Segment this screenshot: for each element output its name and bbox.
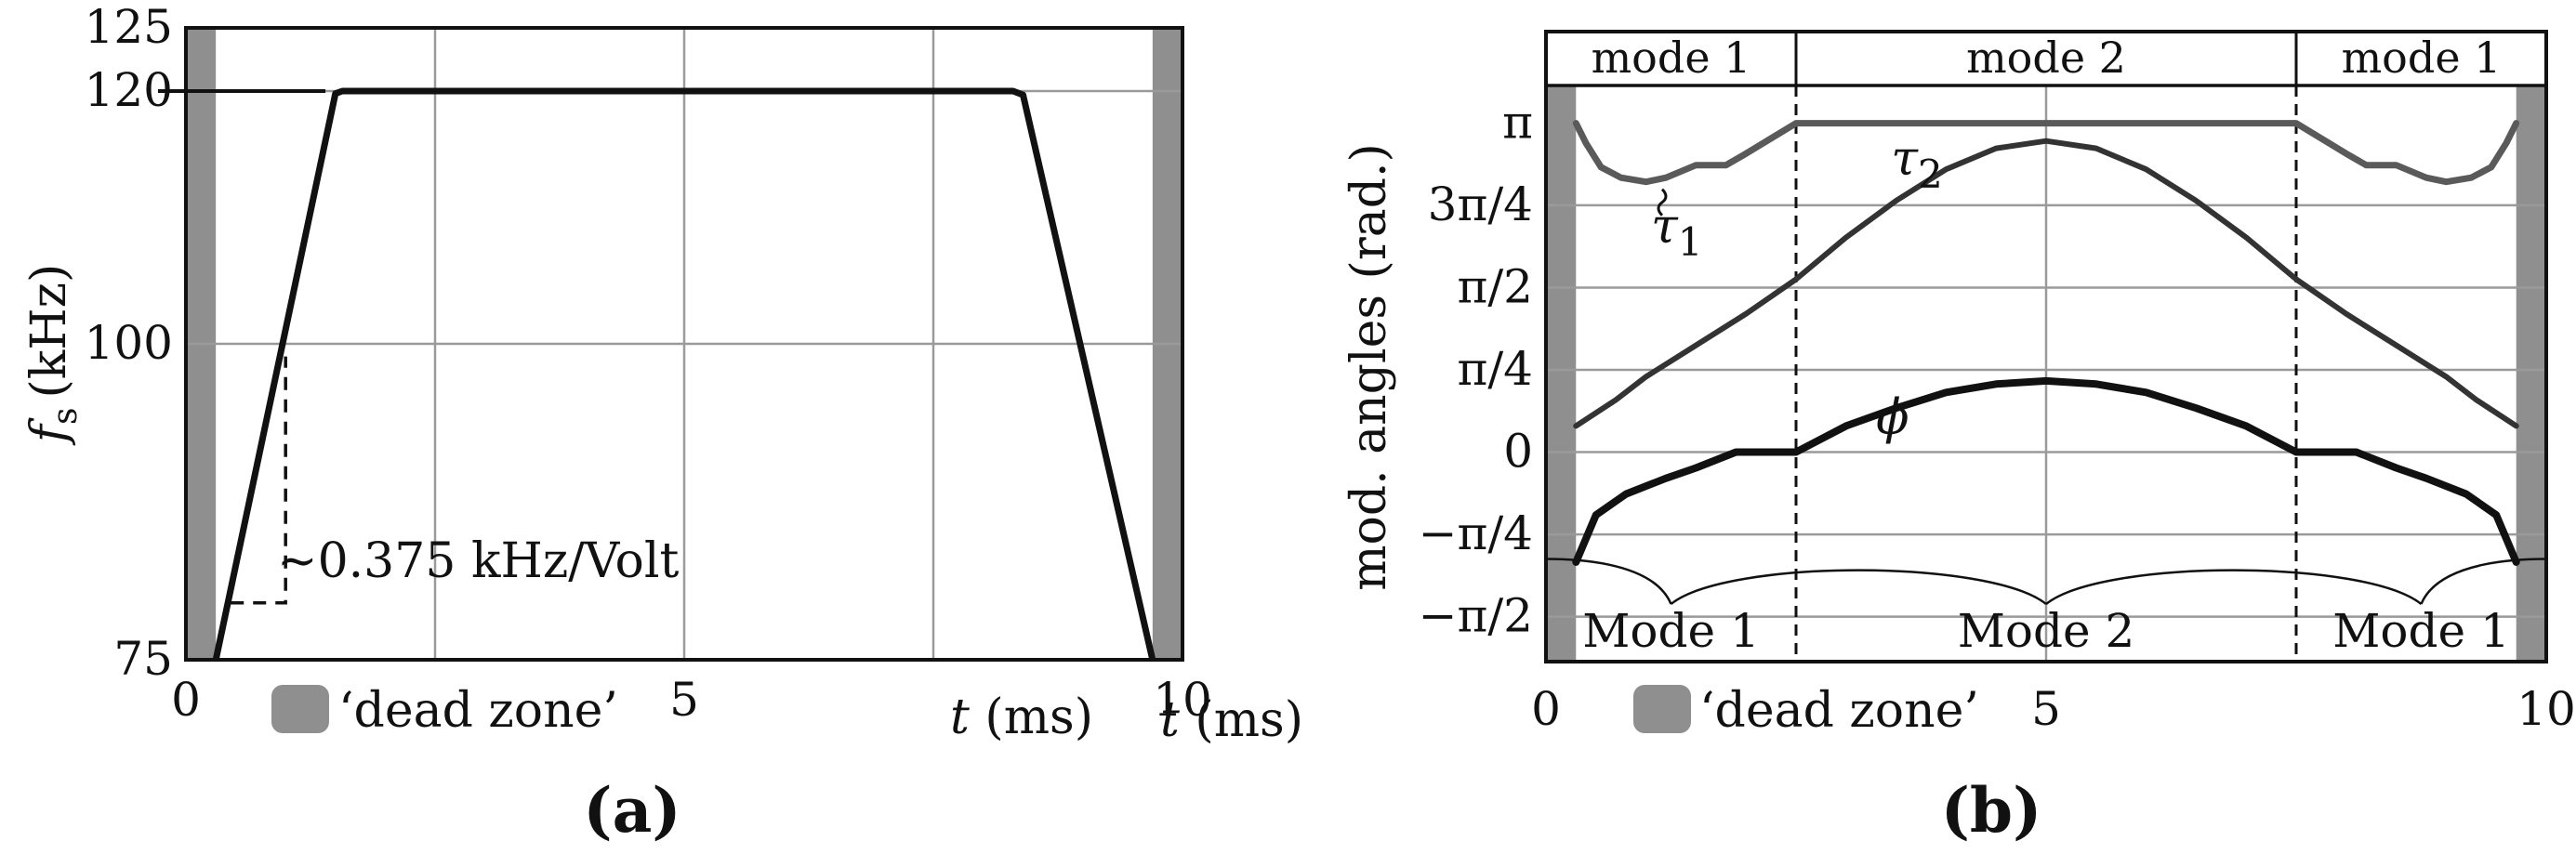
panel-a-caption: (a) bbox=[583, 774, 680, 847]
panel-a-y-label-sub: s bbox=[46, 408, 85, 425]
series-line-1 bbox=[1573, 138, 2519, 429]
panel-a-y-axis-label: fs(kHz) bbox=[21, 264, 85, 447]
mode-top-label-0: mode 1 bbox=[1592, 33, 1751, 83]
panel-b-series bbox=[1572, 120, 2520, 566]
mode-top-label-2: mode 1 bbox=[2342, 33, 2502, 83]
mode-scallop-0 bbox=[1545, 558, 1672, 605]
panel-b-y-tick-labels: π 3π/4 π/2 π/4 0 −π/4 −π/2 bbox=[1419, 95, 1533, 642]
panel-b-y-axis-label: mod. angles (rad.) bbox=[1341, 143, 1397, 591]
panel-b-legend-swatch bbox=[1633, 685, 1691, 733]
dead-zone-band-0 bbox=[1546, 85, 1577, 662]
y-tick-label-3: π/4 bbox=[1457, 342, 1533, 396]
dead-zone-band-1 bbox=[2516, 85, 2546, 662]
panel-b-x-axis-label: t (ms) bbox=[1160, 692, 1303, 748]
panel-a-annotation-slope: ∼0.375 kHz/Volt bbox=[277, 533, 679, 589]
series-line-0 bbox=[1572, 120, 2520, 186]
y-tick-label-75: 75 bbox=[113, 632, 173, 686]
x-tick-label-5: 5 bbox=[669, 673, 699, 727]
mode-scallop-3 bbox=[2420, 558, 2547, 605]
series-label-0: τ1 bbox=[1651, 199, 1703, 265]
mode-scallop-1 bbox=[1670, 569, 2047, 605]
panel-a-series bbox=[212, 87, 1156, 661]
tau1-leader bbox=[1657, 188, 1668, 217]
panel-a-y-tick-labels: 75 100 120 125 bbox=[85, 0, 173, 686]
y-tick-label-100: 100 bbox=[85, 316, 173, 370]
panel-b-grid bbox=[1546, 85, 2546, 662]
mode-bottom-label-2: Mode 1 bbox=[2332, 604, 2510, 658]
y-tick-label-2: π/2 bbox=[1457, 259, 1533, 313]
svg-text:mod. angles (rad.): mod. angles (rad.) bbox=[1341, 143, 1397, 591]
panel-a-legend-swatch bbox=[271, 685, 329, 733]
panel-b-mode-scallops bbox=[1545, 558, 2547, 605]
panel-b-mode-labels: mode 1 mode 2 mode 1 Mode 1 Mode 2 Mode 1 bbox=[1546, 33, 2546, 658]
panel-b-dead-zones bbox=[1546, 85, 2546, 662]
y-tick-label-5: −π/4 bbox=[1419, 506, 1533, 560]
x-tick-label-0: 0 bbox=[1531, 682, 1561, 736]
panel-b-chart: mode 1 mode 2 mode 1 Mode 1 Mode 2 Mode 1 π 3π… bbox=[1160, 30, 2576, 847]
panel-a-plot-frame bbox=[184, 26, 1184, 662]
series-label-2: ϕ bbox=[1876, 389, 1909, 445]
panel-b-mode-boundaries bbox=[1794, 32, 2298, 662]
y-tick-label-6: −π/2 bbox=[1419, 589, 1533, 643]
svg-text:fs(kHz): fs(kHz) bbox=[21, 264, 85, 447]
x-tick-label-10: 10 bbox=[1153, 673, 1212, 727]
mode-bottom-label-0: Mode 1 bbox=[1582, 604, 1760, 658]
mode-top-label-1: mode 2 bbox=[1966, 33, 2126, 83]
x-tick-label-0: 0 bbox=[171, 673, 201, 727]
fs-curve-0 bbox=[212, 87, 1156, 661]
y-tick-label-1: 3π/4 bbox=[1428, 177, 1533, 231]
panel-b-plot-frame bbox=[1544, 30, 2548, 663]
y-tick-label-120: 120 bbox=[85, 63, 173, 117]
panel-a-y-label-unit: (kHz) bbox=[21, 264, 77, 399]
slope-triangle bbox=[231, 356, 287, 605]
panel-a-legend-label: ‘dead zone’ bbox=[338, 683, 618, 739]
y-tick-label-0: π bbox=[1502, 95, 1533, 149]
panel-a-x-tick-labels: 0 5 10 bbox=[171, 673, 1212, 727]
series-line-2 bbox=[1572, 376, 2520, 566]
panel-a-x-axis-label: t (ms) bbox=[950, 690, 1093, 745]
y-tick-label-4: 0 bbox=[1503, 425, 1533, 479]
x-tick-label-10: 10 bbox=[2517, 682, 2576, 736]
series-label-1: τ2 bbox=[1891, 131, 1943, 197]
panel-b-caption: (b) bbox=[1941, 774, 2042, 847]
mode-bottom-label-1: Mode 2 bbox=[1958, 604, 2135, 658]
x-tick-label-5: 5 bbox=[2031, 682, 2061, 736]
panel-b-legend-label: ‘dead zone’ bbox=[1699, 683, 1979, 739]
mode-scallop-2 bbox=[2045, 569, 2423, 605]
panel-b-x-tick-labels: 0 5 10 bbox=[1531, 682, 2576, 736]
y-tick-label-125: 125 bbox=[85, 0, 173, 54]
panel-b-series-labels: τ1 τ2 ϕ bbox=[1651, 131, 1943, 445]
